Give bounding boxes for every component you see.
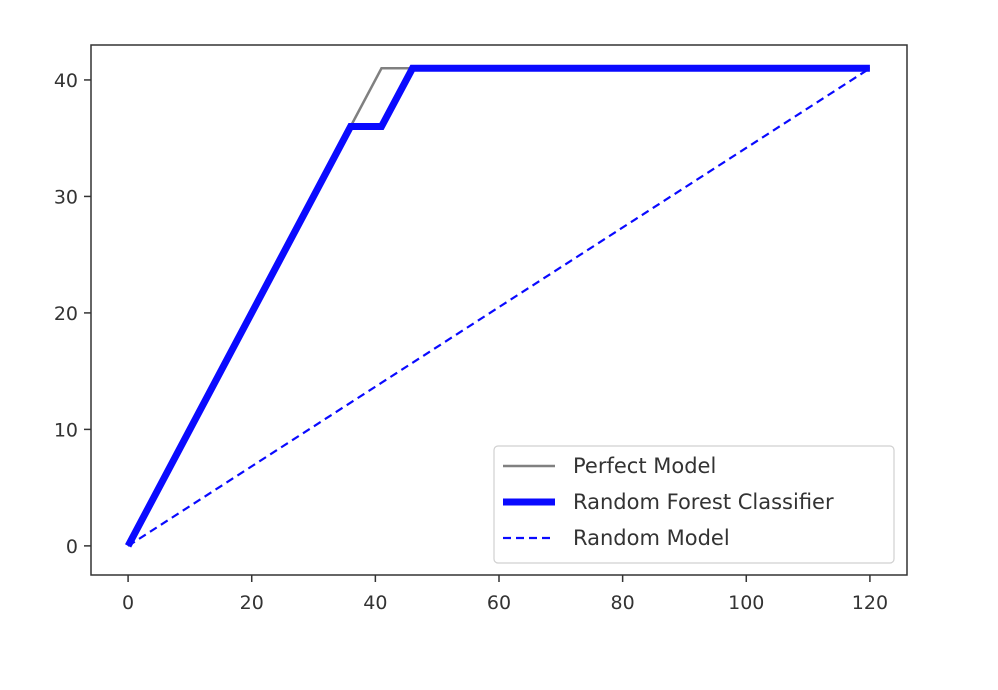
- x-tick-label: 80: [611, 592, 635, 614]
- legend-box: [493, 445, 895, 564]
- y-tick-label: 0: [66, 536, 78, 558]
- y-tick-label: 30: [54, 186, 78, 208]
- x-tick-label: 60: [487, 592, 511, 614]
- x-tick-label: 40: [363, 592, 387, 614]
- x-tick-label: 120: [852, 592, 888, 614]
- legend-label-0: Perfect Model: [573, 454, 716, 478]
- y-axis: 0 10 20 30 40: [54, 70, 91, 558]
- series-line-2: [127, 67, 871, 547]
- legend-label-2: Random Model: [573, 526, 730, 550]
- y-tick-label: 20: [54, 303, 78, 325]
- series-line-1: [125, 64, 870, 548]
- series-layer: [125, 64, 871, 548]
- y-tick-label: 10: [54, 419, 78, 441]
- x-tick-label: 20: [240, 592, 264, 614]
- x-tick-label: 0: [122, 592, 134, 614]
- x-tick-label: 100: [728, 592, 764, 614]
- legend-label-1: Random Forest Classifier: [573, 490, 834, 514]
- x-axis: 0 20 40 60 80 100 120: [122, 575, 888, 614]
- y-tick-label: 40: [54, 70, 78, 92]
- legend: Perfect Model Random Forest Classifier Ran…: [493, 445, 895, 564]
